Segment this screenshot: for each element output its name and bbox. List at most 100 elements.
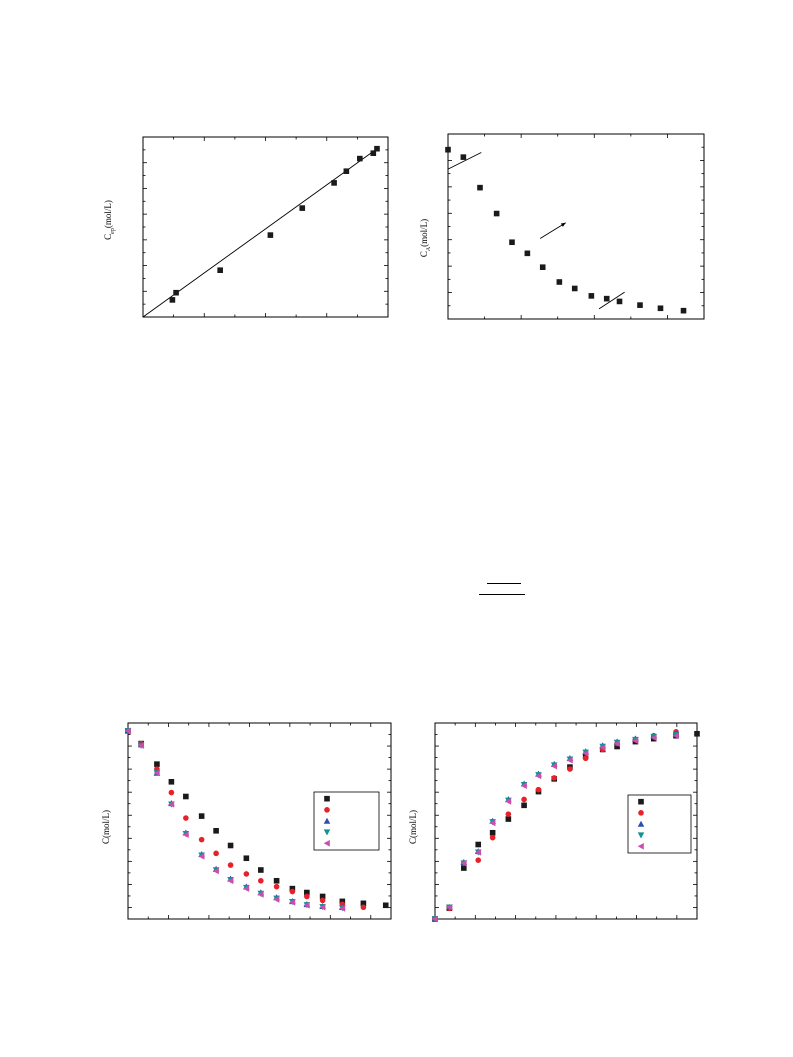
series-1-point xyxy=(370,150,377,156)
series-1-point xyxy=(382,902,389,909)
series-5-point xyxy=(672,732,679,740)
series-5-point xyxy=(168,801,175,808)
annotation-line xyxy=(447,152,482,170)
plot-frame xyxy=(434,722,698,920)
series-2-point xyxy=(360,904,367,911)
series-1-point xyxy=(360,900,367,907)
series-1-point xyxy=(657,305,664,312)
series-5-point xyxy=(257,891,264,898)
series-5-point xyxy=(613,740,620,747)
legend-marker-series-1 xyxy=(638,798,644,805)
series-5-point xyxy=(474,849,482,856)
series-1-point xyxy=(493,210,500,217)
series-2-point xyxy=(551,775,558,781)
series-2-point xyxy=(273,883,280,890)
series-5-point xyxy=(446,903,453,911)
series-1-point xyxy=(616,298,623,305)
fit-line xyxy=(142,148,378,318)
series-2-point xyxy=(258,877,264,884)
series-1-point xyxy=(603,295,610,302)
series-2-point xyxy=(319,897,326,904)
series-1-point xyxy=(154,761,160,767)
series-5-point xyxy=(273,896,280,903)
series-1-point xyxy=(614,743,620,750)
series-2-point xyxy=(475,857,482,863)
series-5-point xyxy=(520,782,527,790)
series-1-point xyxy=(539,264,546,270)
series-5-point xyxy=(632,737,639,744)
chart-br-ylabel: C(mol/L) xyxy=(408,810,418,844)
series-1-point xyxy=(289,885,296,892)
series-5-point xyxy=(431,915,438,923)
series-2-point xyxy=(535,786,542,793)
series-5-point xyxy=(650,734,657,741)
series-1-point xyxy=(521,802,527,809)
series-5-point xyxy=(582,750,589,757)
series-5-point xyxy=(212,867,219,875)
series-5-point xyxy=(153,769,160,777)
series-1-point xyxy=(173,289,179,296)
series-1-point xyxy=(505,816,512,822)
series-5-point xyxy=(124,727,131,735)
series-1-point xyxy=(339,898,346,905)
series-5-point xyxy=(535,772,542,780)
series-2-point xyxy=(582,755,589,762)
legend-marker-series-3 xyxy=(637,820,645,827)
series-2-point xyxy=(489,834,496,841)
series-1-point xyxy=(258,867,264,873)
annotation-line xyxy=(598,291,625,310)
legend-box xyxy=(313,791,380,851)
annotation-arrowhead xyxy=(560,222,566,227)
series-1-point xyxy=(304,889,310,896)
series-5-point xyxy=(566,756,573,764)
series-5-point xyxy=(319,903,326,911)
series-5-point xyxy=(227,877,234,885)
chart-br-plot xyxy=(431,722,700,923)
series-1-point xyxy=(460,154,467,160)
chart-tl-ylabel: Cep(mol/L) xyxy=(103,200,116,240)
chart-bl: C(mol/L) xyxy=(101,722,392,920)
series-2-point xyxy=(168,789,175,796)
equation-fraction-bar-bottom xyxy=(479,594,525,595)
series-1-point xyxy=(461,865,467,871)
series-5-point xyxy=(505,798,512,805)
series-1-point xyxy=(680,307,687,314)
chart-br: C(mol/L) xyxy=(408,722,700,923)
series-5-point xyxy=(182,831,189,839)
legend-marker-series-2 xyxy=(638,810,644,816)
series-2-point xyxy=(521,796,527,803)
series-1-point xyxy=(694,730,700,737)
series-1-point xyxy=(319,893,326,900)
series-2-point xyxy=(183,815,189,821)
series-5-point xyxy=(198,852,205,860)
series-1-point xyxy=(267,232,274,238)
series-1-point xyxy=(477,184,483,191)
series-5-point xyxy=(339,905,346,912)
legend-marker-series-5 xyxy=(637,843,644,850)
series-5-point xyxy=(243,885,250,892)
series-5-point xyxy=(489,819,496,827)
series-2-point xyxy=(567,766,573,772)
plot-frame xyxy=(142,136,389,318)
legend-marker-series-5 xyxy=(323,840,330,847)
series-1-point xyxy=(475,841,482,848)
chart-tl: Cep(mol/L) xyxy=(103,136,389,318)
chart-tr: CA(mol/L) xyxy=(419,133,705,320)
series-1-point xyxy=(357,155,363,162)
series-1-point xyxy=(331,180,337,186)
series-5-point xyxy=(550,762,558,770)
series-1-point xyxy=(198,813,205,819)
series-1-point xyxy=(571,285,578,292)
series-2-point xyxy=(505,811,512,817)
series-1-point xyxy=(183,793,189,800)
annotation-arrow xyxy=(539,222,566,239)
series-1-point xyxy=(489,829,496,836)
series-1-point xyxy=(227,842,234,849)
series-5-point xyxy=(599,744,606,751)
series-2-point xyxy=(198,836,205,843)
series-2-point xyxy=(243,871,250,877)
chart-tl-plot xyxy=(142,136,389,318)
legend-marker-series-3 xyxy=(323,817,331,824)
series-1-point xyxy=(273,877,280,884)
plot-frame xyxy=(127,722,392,920)
